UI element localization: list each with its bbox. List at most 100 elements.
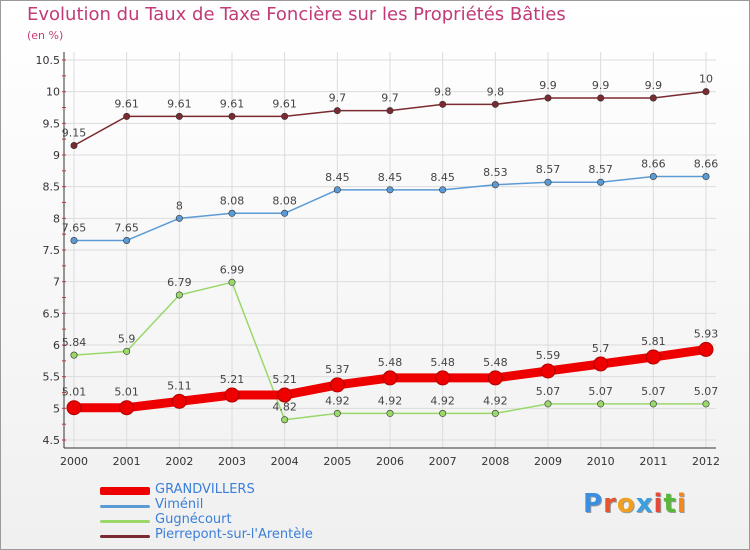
x-tick-label: 2012 [692,455,720,468]
data-label: 5.01 [62,386,87,399]
data-label: 8.66 [694,158,719,171]
data-point [329,377,345,393]
y-tick-label: 7 [53,276,60,289]
data-point [649,173,657,181]
data-label: 9.9 [539,79,557,92]
x-tick-label: 2003 [218,455,246,468]
x-tick-label: 2002 [165,455,193,468]
data-label: 8.57 [588,163,613,176]
data-label: 8.08 [272,194,297,207]
data-label: 9.9 [645,79,663,92]
data-point [544,178,552,186]
data-point [649,94,657,102]
data-point [491,181,499,189]
data-point [597,400,605,408]
data-point [649,400,657,408]
data-label: 9.9 [592,79,610,92]
data-label: 9.8 [487,85,505,98]
data-label: 9.15 [62,127,87,140]
data-label: 5.9 [118,332,136,345]
y-tick-label: 9.5 [43,117,61,130]
proxiti-logo: Proxiti [583,489,687,519]
data-point [171,393,187,409]
data-point [439,409,447,417]
data-point [491,409,499,417]
data-point [597,178,605,186]
data-point [66,400,82,416]
data-label: 8.45 [378,171,403,184]
y-tick-label: 7.5 [43,244,61,257]
data-point [224,387,240,403]
data-point [386,409,394,417]
data-point [123,112,131,120]
data-point [228,209,236,217]
x-tick-label: 2008 [481,455,509,468]
data-label: 5.7 [592,342,610,355]
legend-swatch [100,519,150,523]
data-label: 5.07 [641,385,666,398]
data-label: 6.99 [220,263,245,276]
data-point [702,173,710,181]
data-point [70,351,78,359]
logo-letter: r [603,489,617,519]
data-label: 8.45 [430,171,455,184]
data-label: 5.21 [272,373,297,386]
data-label: 7.65 [114,222,139,235]
data-point [333,186,341,194]
data-point [439,100,447,108]
data-label: 4.92 [325,394,350,407]
data-label: 8.53 [483,166,508,179]
data-point [382,370,398,386]
data-label: 4.82 [272,401,297,414]
x-tick-label: 2005 [323,455,351,468]
data-point [593,356,609,372]
chart-subtitle: (en %) [27,29,64,42]
logo-letter: i [653,489,664,519]
data-point [281,209,289,217]
data-label: 5.21 [220,373,245,386]
data-point [123,347,131,355]
data-point [277,387,293,403]
data-point [281,416,289,424]
data-point [123,237,131,245]
data-point [439,186,447,194]
data-point [228,112,236,120]
data-point [540,363,556,379]
chart-title: Evolution du Taux de Taxe Foncière sur l… [27,4,566,25]
data-point [386,186,394,194]
logo-letter: x [635,489,654,519]
data-label: 9.61 [272,97,297,110]
data-point [175,112,183,120]
data-label: 5.07 [536,385,561,398]
data-label: 9.7 [329,92,347,105]
data-label: 5.84 [62,336,87,349]
data-label: 5.93 [694,327,719,340]
logo-letter: t [663,489,677,519]
data-label: 5.37 [325,363,350,376]
data-point [228,278,236,286]
data-point [386,107,394,115]
y-tick-label: 4.5 [43,434,61,447]
data-point [698,341,714,357]
data-point [597,94,605,102]
y-tick-label: 10 [46,86,60,99]
data-point [491,100,499,108]
x-tick-label: 2009 [534,455,562,468]
data-label: 9.61 [167,97,192,110]
data-label: 5.07 [694,385,719,398]
logo-letter: i [676,489,687,519]
data-label: 8.66 [641,158,666,171]
data-point [175,214,183,222]
data-point [119,400,135,416]
data-label: 9.61 [114,97,139,110]
data-point [333,107,341,115]
data-label: 5.59 [536,349,561,362]
data-point [281,112,289,120]
data-point [333,409,341,417]
y-tick-label: 10.5 [36,54,61,67]
y-tick-label: 5 [53,402,60,415]
data-label: 8.57 [536,163,561,176]
legend-label: GRANDVILLERS [155,482,255,497]
x-tick-label: 2006 [376,455,404,468]
y-tick-label: 6.5 [43,307,61,320]
